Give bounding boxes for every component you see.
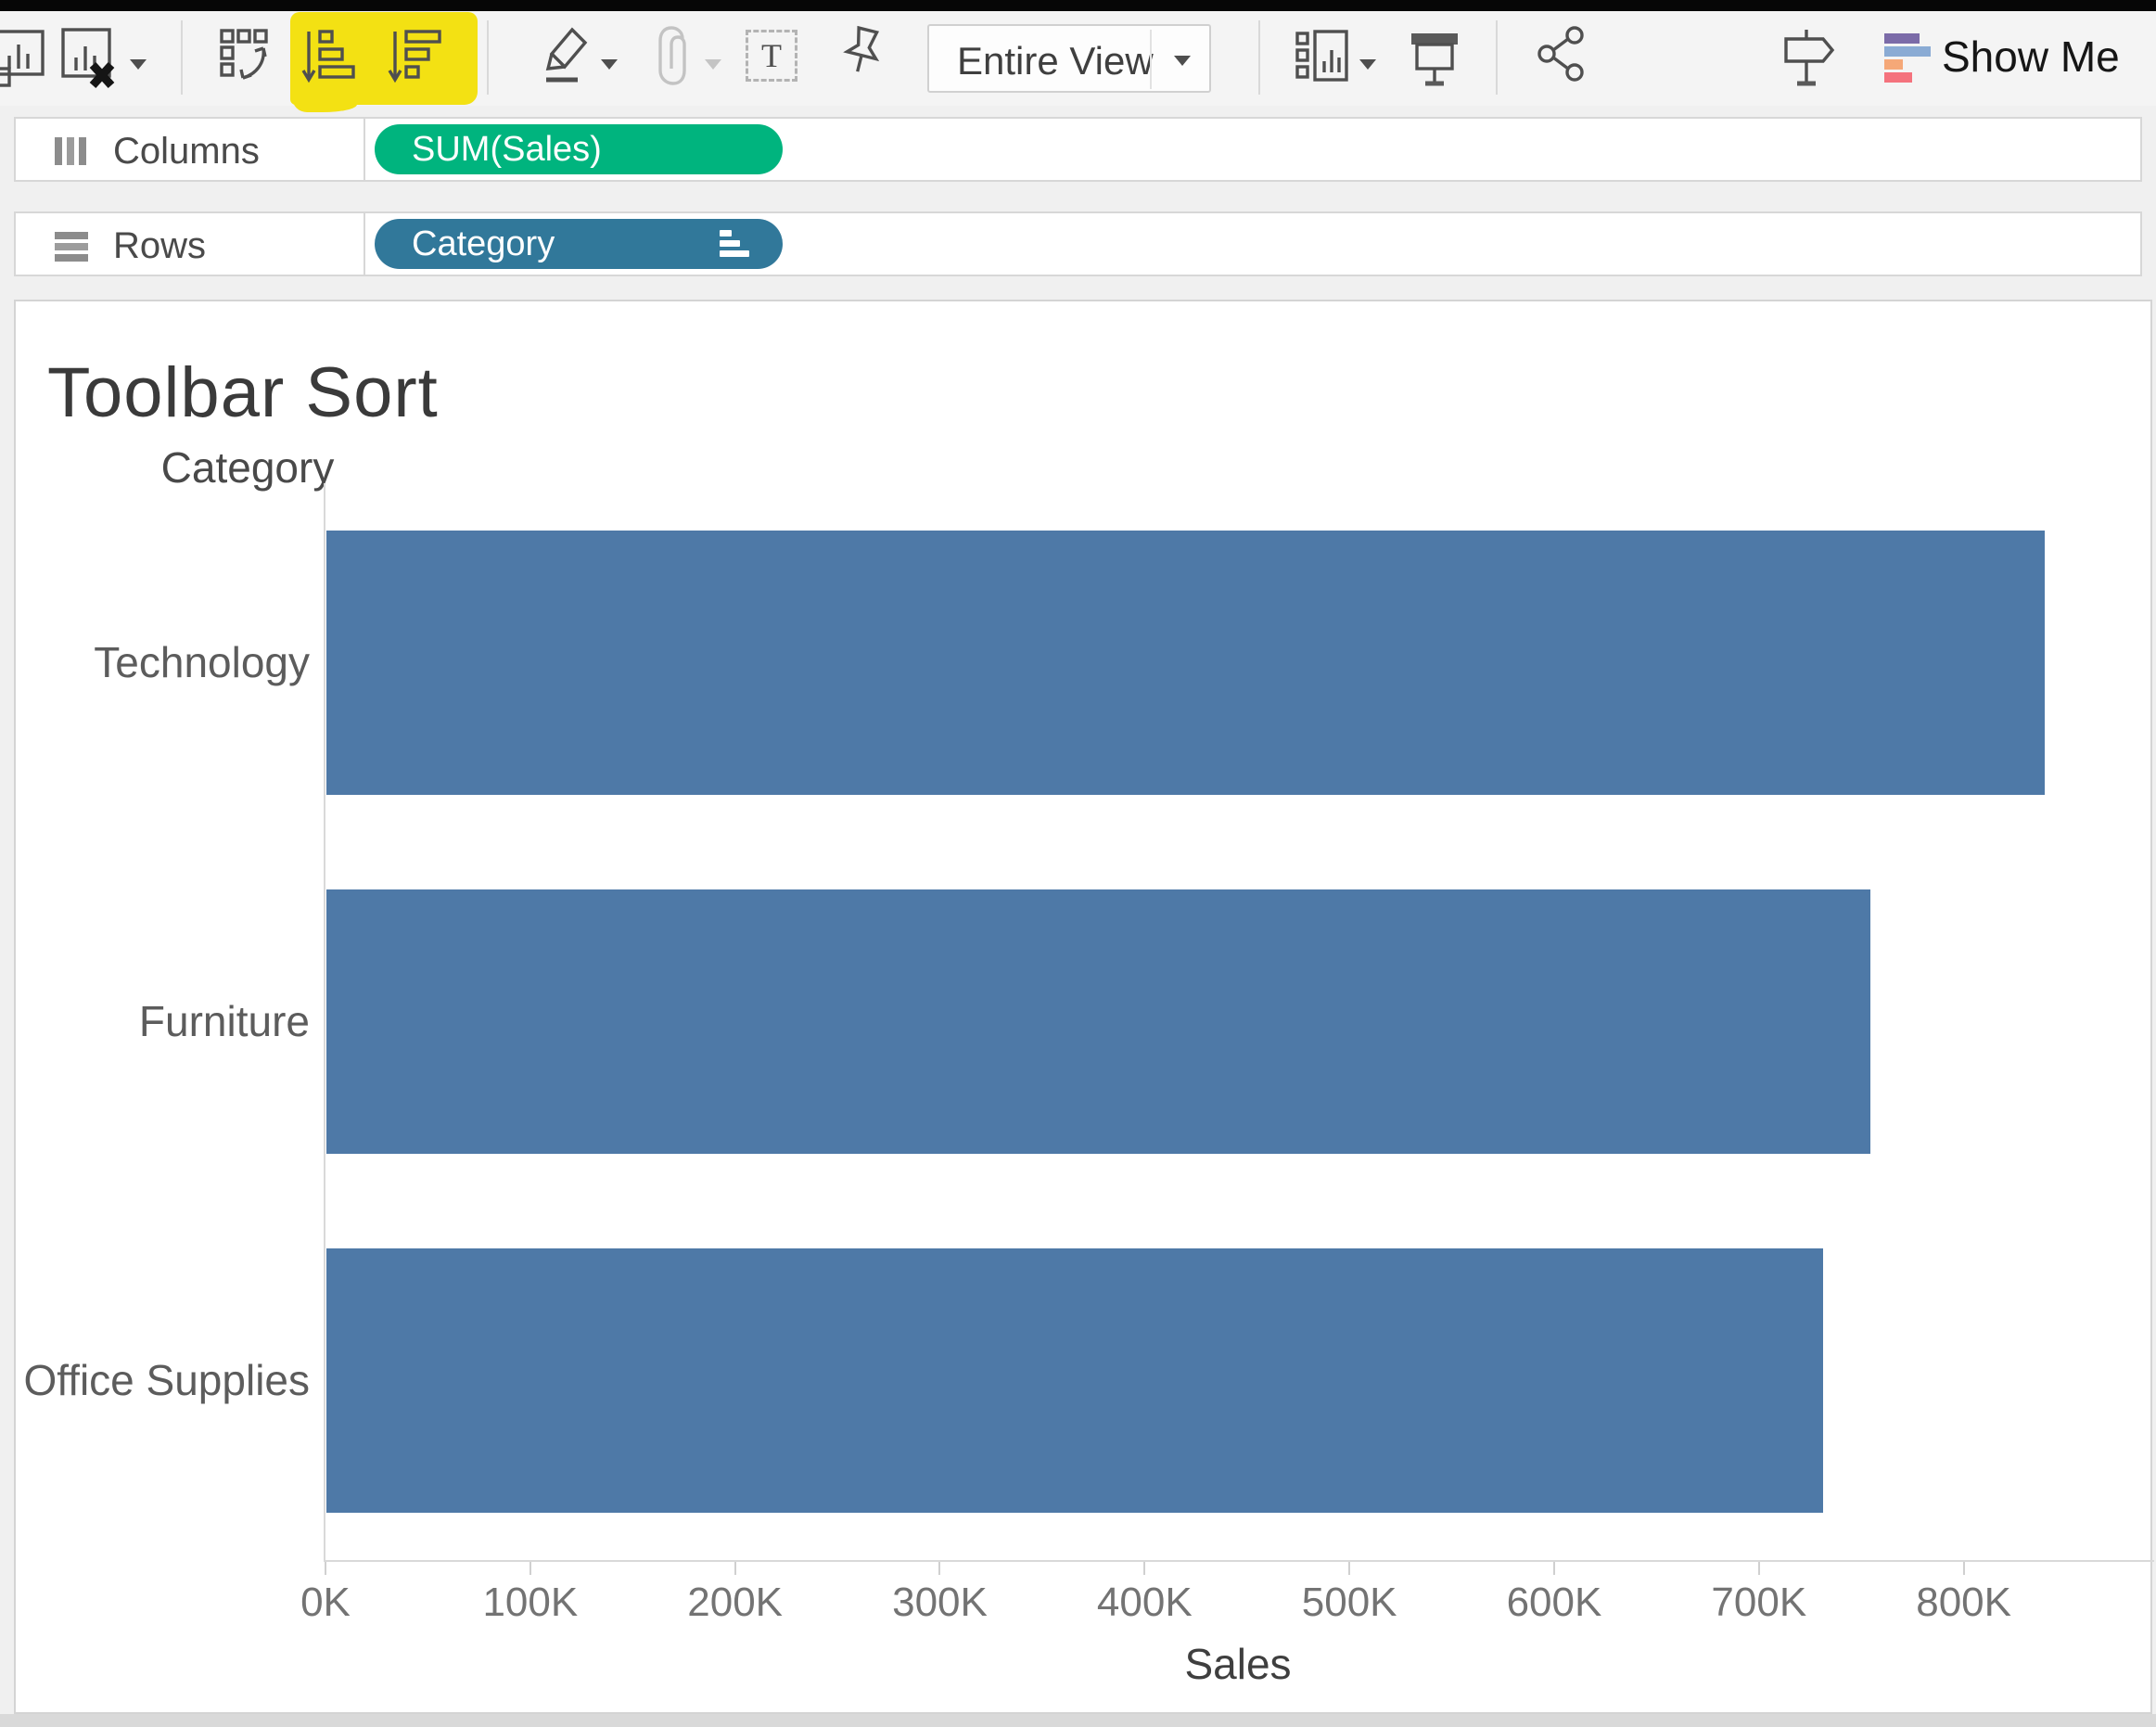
share-icon (1536, 26, 1591, 87)
highlighter-icon (541, 26, 596, 91)
tick-label-200K: 200K (652, 1580, 819, 1626)
sort-ascending-icon (301, 28, 357, 87)
window-top-strip (0, 0, 2156, 11)
presentation-mode-icon (1408, 26, 1463, 93)
tick-mark (1143, 1562, 1145, 1575)
worksheet-canvas: Toolbar Sort Category Technology Furnitur… (14, 300, 2152, 1714)
cards-dropdown-caret[interactable] (1359, 59, 1376, 70)
row-label-office-supplies[interactable]: Office Supplies (16, 1355, 310, 1405)
toolbar-separator (181, 20, 183, 95)
shelf-divider (364, 213, 365, 275)
group-members-button[interactable] (642, 24, 697, 91)
tick-label-0K: 0K (242, 1580, 409, 1626)
tick-label-700K: 700K (1676, 1580, 1843, 1626)
toolbar-separator (1496, 20, 1498, 95)
swap-rows-columns-button[interactable] (219, 28, 276, 87)
worksheet-title-button[interactable] (1779, 24, 1840, 95)
show-hide-cards-icon (1295, 28, 1354, 87)
rows-shelf-icon (53, 230, 94, 263)
fix-axes-pin-button[interactable] (836, 24, 890, 91)
share-workbook-button[interactable] (1536, 26, 1591, 87)
tick-mark (734, 1562, 736, 1575)
new-worksheet-icon (0, 28, 52, 89)
show-me-label: Show Me (1942, 32, 2120, 82)
row-label-furniture[interactable]: Furniture (16, 996, 310, 1046)
tick-mark (1963, 1562, 1965, 1575)
sort-ascending-button[interactable] (301, 28, 357, 87)
paperclip-icon (642, 24, 697, 91)
bar-office-supplies[interactable] (326, 1248, 1823, 1513)
tick-label-500K: 500K (1266, 1580, 1433, 1626)
row-field-header[interactable]: Category (95, 442, 401, 493)
pill-sum-sales[interactable]: SUM(Sales) (375, 124, 783, 174)
pill-sorted-descending-icon (720, 230, 751, 258)
tick-label-400K: 400K (1061, 1580, 1228, 1626)
toolbar-separator (487, 20, 489, 95)
bar-technology[interactable] (326, 531, 2045, 795)
highlight-button[interactable] (541, 26, 596, 91)
tick-label-300K: 300K (856, 1580, 1023, 1626)
columns-shelf: Columns SUM(Sales) (14, 117, 2142, 182)
tick-mark (938, 1562, 940, 1575)
group-dropdown-caret (705, 59, 721, 70)
fit-selector-caret[interactable] (1174, 56, 1191, 66)
show-me-button[interactable] (1884, 33, 1936, 85)
tick-label-100K: 100K (447, 1580, 614, 1626)
tick-mark (325, 1562, 326, 1575)
x-axis-line[interactable] (324, 1560, 2154, 1562)
text-label-button[interactable]: T (746, 30, 797, 82)
row-label-technology[interactable]: Technology (16, 637, 310, 687)
pill-sum-sales-label: SUM(Sales) (412, 130, 602, 169)
tick-label-600K: 600K (1471, 1580, 1638, 1626)
sort-descending-button[interactable] (388, 28, 443, 87)
show-hide-cards-button[interactable] (1295, 28, 1354, 87)
presentation-mode-button[interactable] (1408, 26, 1463, 93)
bar-furniture[interactable] (326, 889, 1870, 1154)
x-axis-title[interactable]: Sales (1127, 1639, 1349, 1689)
new-worksheet-button[interactable] (0, 28, 52, 89)
clear-sheet-button[interactable] (57, 26, 119, 91)
show-me-icon (1884, 33, 1936, 85)
highlight-dropdown-caret[interactable] (601, 59, 618, 70)
swap-rows-columns-icon (219, 28, 276, 87)
shelf-divider (364, 119, 365, 180)
row-axis-line (324, 483, 325, 1560)
pill-category-label: Category (412, 224, 555, 263)
sheet-title: Toolbar Sort (47, 352, 439, 433)
fit-selector-divider (1150, 30, 1152, 89)
tick-mark (1758, 1562, 1760, 1575)
columns-shelf-label: Columns (113, 131, 260, 173)
pin-icon (836, 24, 890, 91)
signpost-icon (1779, 24, 1840, 95)
window-bottom-strip (0, 1714, 2156, 1727)
fit-selector[interactable]: Entire View (927, 24, 1211, 93)
tick-label-800K: 800K (1881, 1580, 2048, 1626)
text-label-glyph: T (761, 37, 782, 74)
toolbar-separator (1258, 20, 1260, 95)
tick-mark (1348, 1562, 1350, 1575)
rows-shelf-label: Rows (113, 225, 206, 267)
fit-selector-value: Entire View (957, 39, 1154, 83)
clear-sheet-dropdown-caret[interactable] (130, 59, 147, 70)
tick-mark (529, 1562, 531, 1575)
tick-mark (1553, 1562, 1555, 1575)
clear-sheet-icon (57, 26, 119, 91)
rows-shelf: Rows Category (14, 211, 2142, 276)
toolbar: T Entire View (0, 11, 2156, 106)
sort-descending-icon (388, 28, 443, 87)
columns-shelf-icon (53, 135, 94, 169)
pill-category[interactable]: Category (375, 219, 783, 269)
